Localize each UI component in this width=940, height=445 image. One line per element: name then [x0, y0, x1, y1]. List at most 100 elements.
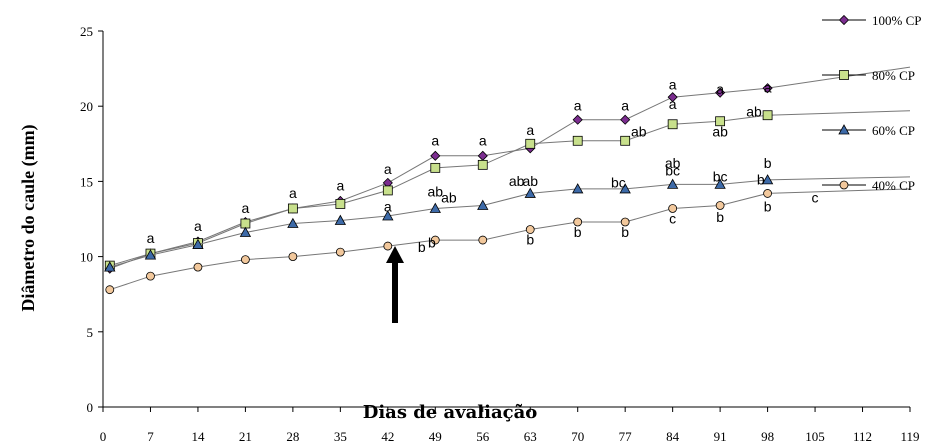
trend-line	[767, 188, 911, 194]
y-tick-label: 25	[80, 24, 93, 39]
series-square	[104, 110, 911, 271]
data-point	[105, 285, 115, 295]
significance-label: bc	[665, 162, 680, 178]
significance-label: a	[242, 200, 250, 216]
x-tick-label: 112	[853, 429, 872, 444]
x-tick-label: 0	[100, 429, 107, 444]
significance-label: b	[428, 235, 436, 251]
significance-label: a	[716, 81, 724, 97]
significance-label: b	[764, 198, 772, 214]
data-point	[525, 225, 535, 234]
significance-label: a	[194, 218, 202, 234]
significance-label: a	[574, 98, 582, 114]
significance-label: a	[526, 122, 534, 138]
significance-label: c	[812, 189, 819, 205]
significance-label: b	[418, 239, 426, 255]
data-point	[668, 204, 678, 213]
data-point	[335, 199, 346, 209]
x-tick-label: 70	[571, 429, 584, 444]
x-axis-title: Dias de avaliação	[363, 402, 538, 423]
y-tick-label: 0	[87, 400, 94, 415]
y-tick-label: 20	[80, 99, 93, 114]
significance-label: b	[526, 232, 534, 248]
significance-label: ab	[665, 155, 681, 171]
data-point	[715, 201, 725, 210]
data-point	[524, 187, 536, 198]
data-point	[430, 150, 441, 161]
trend-line	[767, 110, 911, 116]
data-point	[104, 261, 116, 272]
significance-label: ab	[712, 123, 728, 139]
significance-label: a	[669, 96, 677, 112]
data-point	[572, 114, 583, 125]
arrow-annotation	[386, 246, 404, 323]
x-tick-label: 28	[286, 429, 299, 444]
significance-label: a	[147, 230, 155, 246]
legend-item: 100% CP	[822, 13, 921, 28]
data-point	[192, 238, 204, 249]
significance-label: a	[384, 198, 392, 214]
legend-marker	[839, 70, 849, 80]
data-point	[478, 235, 488, 245]
legend-label: 100% CP	[872, 13, 921, 28]
data-point	[667, 119, 678, 130]
y-tick-label: 10	[80, 250, 93, 265]
x-tick-label: 77	[619, 429, 633, 444]
y-tick-label: 5	[87, 325, 94, 340]
x-tick-label: 63	[524, 429, 537, 444]
significance-label: a	[621, 98, 629, 114]
data-point	[477, 199, 489, 210]
significance-label: a	[669, 77, 677, 93]
significance-label: a	[479, 132, 487, 148]
legend-item: 80% CP	[822, 68, 915, 83]
series-diamond	[104, 66, 911, 274]
trend-line	[767, 176, 911, 181]
data-point	[715, 87, 726, 98]
data-point	[430, 162, 441, 173]
data-point	[287, 203, 298, 214]
significance-label: b	[716, 209, 724, 225]
data-point	[620, 135, 631, 146]
data-point	[241, 255, 250, 265]
significance-label: bc	[713, 168, 728, 184]
data-point	[572, 183, 584, 194]
data-point	[477, 159, 488, 170]
data-point	[334, 214, 347, 225]
significance-label: a	[431, 132, 439, 148]
data-point	[620, 114, 631, 125]
data-point	[666, 178, 679, 189]
significance-label: bc	[611, 174, 626, 190]
data-point	[146, 271, 155, 281]
significance-label: b	[764, 155, 772, 171]
x-tick-label: 49	[429, 429, 442, 444]
y-tick-label: 15	[80, 174, 93, 189]
data-point	[572, 135, 583, 146]
significance-label: a	[336, 177, 344, 193]
data-point	[573, 217, 583, 227]
data-point	[714, 178, 726, 189]
data-point	[761, 174, 774, 185]
data-point	[430, 235, 440, 245]
data-point	[477, 150, 488, 161]
data-point	[620, 217, 630, 227]
x-tick-label: 14	[191, 429, 205, 444]
arrow-head	[386, 246, 404, 263]
data-point	[193, 262, 203, 272]
x-tick-label: 42	[381, 429, 394, 444]
significance-label: ab	[441, 189, 457, 205]
significance-label: ab	[746, 104, 762, 120]
data-point	[382, 185, 393, 196]
data-point	[429, 202, 441, 213]
data-point	[667, 92, 678, 103]
legend-marker	[838, 124, 850, 135]
significance-label: ab	[631, 123, 647, 139]
data-point	[382, 210, 394, 221]
x-tick-label: 7	[147, 429, 154, 444]
data-point	[762, 110, 773, 121]
x-tick-label: 119	[900, 429, 919, 444]
data-point	[619, 183, 631, 194]
data-point	[763, 189, 772, 198]
legend-item: 60% CP	[822, 123, 915, 138]
significance-label: ab	[509, 173, 525, 189]
